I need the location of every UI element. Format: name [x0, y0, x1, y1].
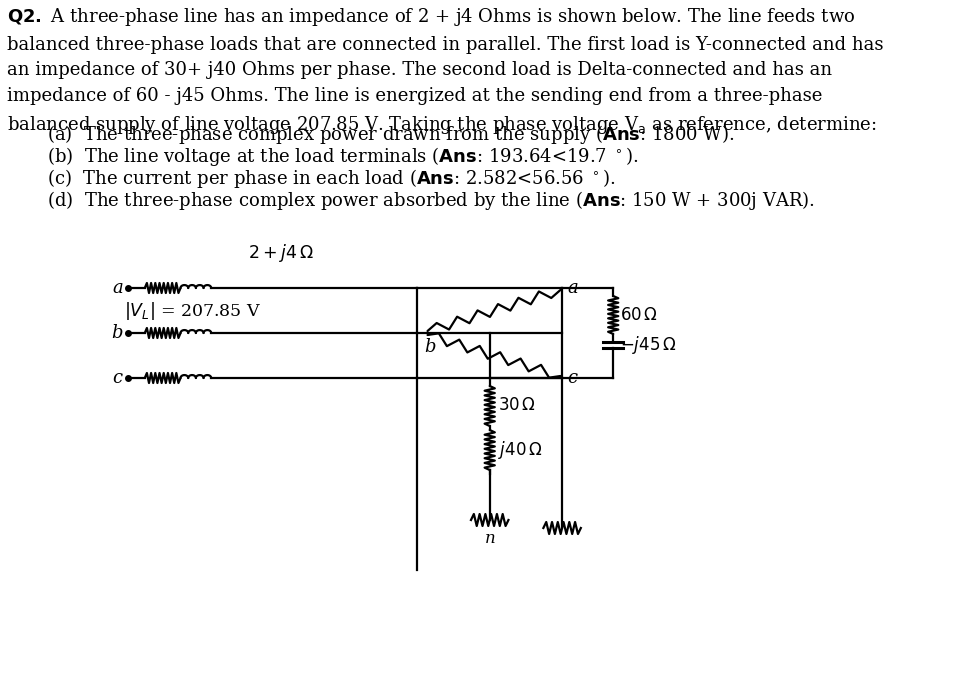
Text: (d)  The three-phase complex power absorbed by the line ($\mathbf{Ans}$: 150 W +: (d) The three-phase complex power absorb…: [47, 189, 815, 212]
Text: c: c: [567, 369, 577, 387]
Text: a: a: [567, 279, 578, 297]
Text: $j40\,\Omega$: $j40\,\Omega$: [498, 439, 543, 461]
Text: (c)  The current per phase in each load ($\mathbf{Ans}$: 2.582<56.56 $^\circ$).: (c) The current per phase in each load (…: [47, 167, 616, 190]
Text: $60\,\Omega$: $60\,\Omega$: [620, 306, 658, 323]
Text: c: c: [113, 369, 122, 387]
Text: a: a: [112, 279, 122, 297]
Text: $30\,\Omega$: $30\,\Omega$: [498, 397, 536, 414]
Text: b: b: [424, 338, 436, 356]
Text: b: b: [111, 324, 122, 342]
Text: n: n: [485, 530, 495, 547]
Text: (a)  The three-phase complex power drawn from the supply ($\mathbf{Ans}$: 1800 W: (a) The three-phase complex power drawn …: [47, 123, 734, 146]
Text: $|V_L|$ = 207.85 V: $|V_L|$ = 207.85 V: [124, 300, 261, 321]
Text: $-j45\,\Omega$: $-j45\,\Omega$: [620, 334, 677, 356]
Text: (b)  The line voltage at the load terminals ($\mathbf{Ans}$: 193.64<19.7 $^\circ: (b) The line voltage at the load termina…: [47, 145, 639, 168]
Text: $\mathbf{Q2.}$ A three-phase line has an impedance of 2 + j4 Ohms is shown below: $\mathbf{Q2.}$ A three-phase line has an…: [7, 6, 883, 136]
Text: $2 + j4\,\Omega$: $2 + j4\,\Omega$: [249, 242, 314, 264]
